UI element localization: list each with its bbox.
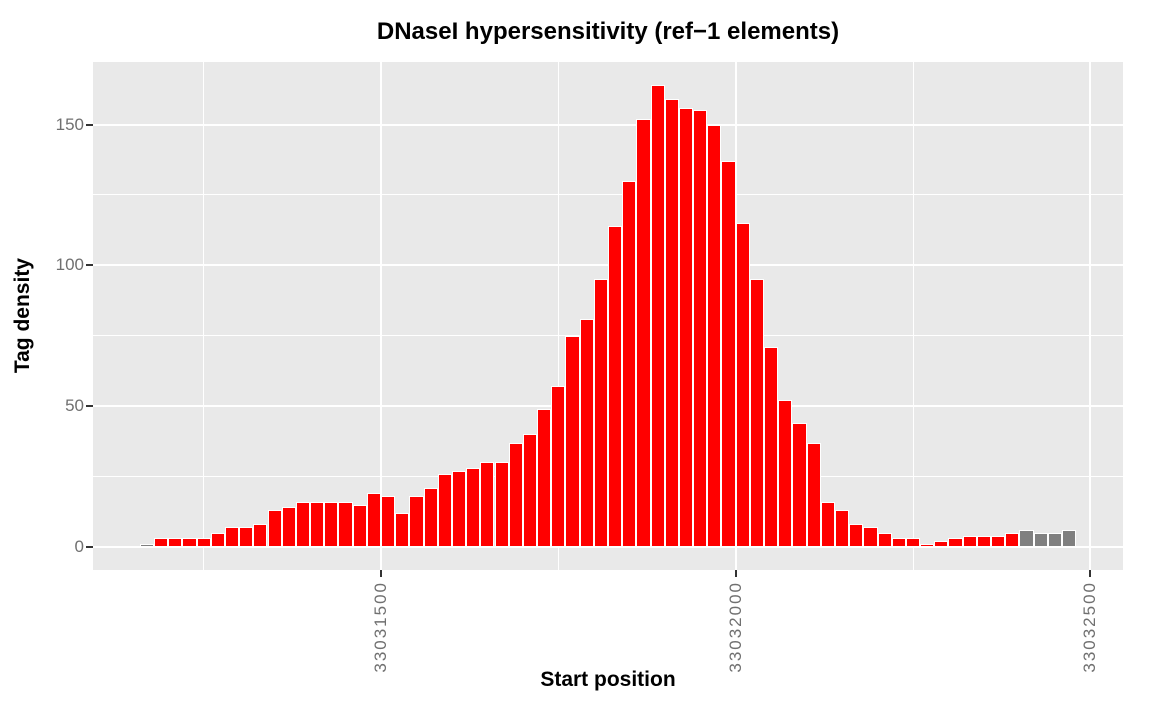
y-tick-mark: [86, 545, 93, 548]
bar: [976, 535, 992, 547]
bar-muted: [139, 544, 154, 547]
gridline-major-h: [93, 545, 1123, 548]
bar: [196, 538, 211, 547]
bar: [934, 541, 949, 547]
bar: [991, 535, 1006, 547]
bar: [210, 532, 225, 547]
bar: [224, 527, 240, 547]
bar: [820, 501, 835, 547]
bar: [522, 434, 538, 547]
bar: [168, 538, 183, 547]
bar: [253, 524, 268, 547]
y-tick-mark: [86, 264, 93, 267]
y-tick-mark: [86, 123, 93, 126]
bar: [338, 501, 353, 547]
y-tick-label: 150: [55, 114, 84, 134]
bar: [480, 462, 495, 547]
bar: [678, 107, 694, 547]
bar: [920, 544, 935, 547]
bar: [877, 532, 892, 547]
x-tick-mark: [1089, 570, 1092, 577]
bar: [310, 501, 325, 547]
bar: [409, 496, 424, 547]
x-tick-mark: [734, 570, 737, 577]
bar: [778, 400, 793, 547]
chart-title: DNaseI hypersensitivity (ref−1 elements): [376, 18, 840, 45]
bar: [423, 487, 438, 547]
bar: [267, 510, 282, 547]
bar: [281, 507, 296, 547]
bar: [154, 538, 169, 547]
bar: [324, 501, 339, 547]
gridline-minor-h: [93, 194, 1123, 196]
y-tick-label: 0: [74, 536, 84, 556]
bar: [494, 462, 509, 547]
bar: [948, 538, 963, 547]
bar: [749, 279, 765, 547]
bar: [849, 524, 864, 547]
gridline-minor-v: [912, 62, 914, 570]
y-axis-title-wrap: Tag density: [6, 62, 40, 570]
bar: [593, 279, 608, 547]
gridline-minor-v: [557, 62, 559, 570]
bar: [622, 180, 637, 547]
bar: [352, 504, 367, 547]
bar: [806, 442, 821, 547]
bar: [239, 527, 254, 547]
bar: [863, 527, 878, 547]
bar: [295, 501, 311, 547]
bar: [693, 110, 708, 547]
bar: [608, 225, 623, 547]
bar: [962, 535, 977, 547]
bar: [721, 161, 736, 547]
gridline-major-h: [93, 123, 1123, 126]
bar: [1005, 532, 1020, 547]
bar: [764, 346, 779, 547]
x-tick-label: 33032500: [1080, 581, 1100, 673]
bar: [466, 468, 481, 547]
bar: [395, 513, 410, 547]
y-tick-label: 100: [55, 255, 84, 275]
bar: [182, 538, 197, 547]
bar: [565, 335, 580, 547]
bar: [508, 442, 523, 547]
gridline-major-v: [1089, 62, 1092, 570]
bar: [537, 408, 552, 547]
bar: [664, 99, 679, 547]
x-tick-label: 33032000: [725, 581, 745, 673]
bar: [891, 538, 906, 547]
x-axis-title: Start position: [540, 668, 676, 691]
bar-muted: [1019, 530, 1034, 547]
bar: [905, 538, 921, 547]
bar-muted: [1047, 532, 1062, 547]
bar: [366, 493, 381, 547]
x-tick-mark: [380, 570, 382, 577]
bar: [707, 124, 722, 547]
x-tick-label: 33031500: [371, 581, 390, 673]
gridline-major-v: [380, 62, 382, 570]
bar: [451, 470, 467, 547]
y-axis-title: Tag density: [11, 258, 34, 374]
bar: [735, 223, 750, 547]
bar: [551, 386, 566, 547]
y-tick-label: 50: [65, 396, 84, 416]
bar: [792, 423, 807, 547]
bar-muted: [1033, 532, 1048, 547]
bar-muted: [1061, 530, 1077, 547]
bar: [437, 473, 452, 547]
bar: [650, 85, 665, 547]
plot-panel: [93, 62, 1123, 570]
bar: [834, 510, 850, 547]
y-tick-mark: [86, 405, 93, 408]
gridline-minor-v: [203, 62, 205, 570]
bar: [381, 496, 396, 547]
bar: [579, 318, 594, 547]
bar: [636, 118, 651, 547]
